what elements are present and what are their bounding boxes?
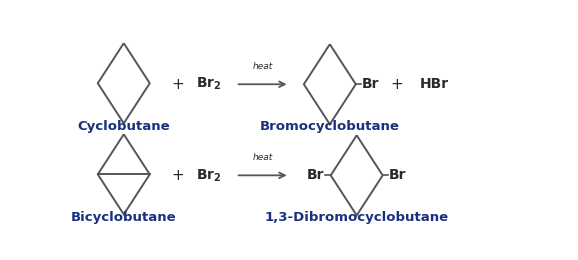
Text: Cyclobutane: Cyclobutane bbox=[77, 120, 170, 133]
Text: Br: Br bbox=[389, 168, 406, 182]
Text: Bromocyclobutane: Bromocyclobutane bbox=[260, 120, 400, 133]
Text: +: + bbox=[171, 168, 184, 183]
Text: +: + bbox=[391, 77, 403, 92]
Text: $\mathbf{Br_2}$: $\mathbf{Br_2}$ bbox=[196, 167, 221, 184]
Text: HBr: HBr bbox=[420, 77, 449, 91]
Text: +: + bbox=[171, 77, 184, 92]
Text: heat: heat bbox=[253, 62, 273, 71]
Text: heat: heat bbox=[253, 153, 273, 162]
Text: Br: Br bbox=[307, 168, 324, 182]
Text: Br: Br bbox=[362, 77, 380, 91]
Text: Bicyclobutane: Bicyclobutane bbox=[71, 211, 176, 224]
Text: $\mathbf{Br_2}$: $\mathbf{Br_2}$ bbox=[196, 76, 221, 93]
Text: 1,3-Dibromocyclobutane: 1,3-Dibromocyclobutane bbox=[265, 211, 449, 224]
